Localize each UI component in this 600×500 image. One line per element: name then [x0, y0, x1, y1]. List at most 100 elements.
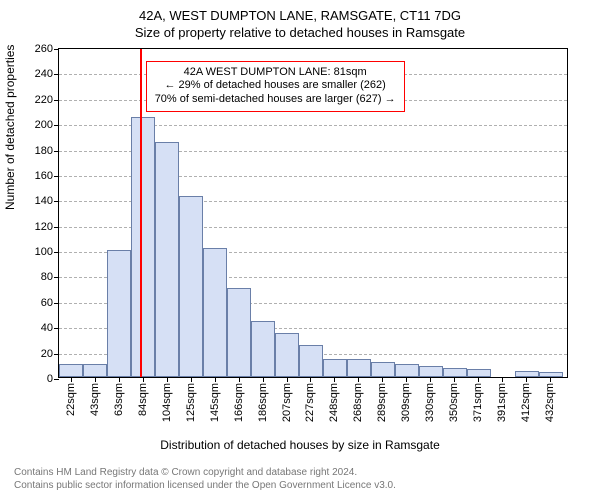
y-tick-mark: [54, 74, 59, 75]
x-tick-label: 227sqm: [304, 383, 316, 422]
y-tick-mark: [54, 303, 59, 304]
y-tick-label: 0: [47, 373, 53, 385]
y-tick-label: 160: [35, 170, 53, 182]
x-tick-label: 268sqm: [352, 383, 364, 422]
histogram-bar: [155, 142, 179, 377]
marker-line: [140, 49, 142, 377]
y-tick-label: 200: [35, 119, 53, 131]
x-tick-mark: [191, 377, 192, 382]
x-tick-mark: [215, 377, 216, 382]
plot-area: 02040608010012014016018020022024026022sq…: [58, 48, 568, 378]
y-tick-label: 220: [35, 94, 53, 106]
x-tick-label: 104sqm: [161, 383, 173, 422]
x-tick-label: 125sqm: [185, 383, 197, 422]
x-tick-mark: [382, 377, 383, 382]
histogram-bar: [203, 248, 227, 377]
x-tick-mark: [263, 377, 264, 382]
y-tick-mark: [54, 151, 59, 152]
x-tick-label: 391sqm: [496, 383, 508, 422]
y-tick-label: 20: [41, 348, 53, 360]
histogram-bar: [395, 364, 419, 377]
x-tick-mark: [334, 377, 335, 382]
x-tick-mark: [502, 377, 503, 382]
x-tick-mark: [71, 377, 72, 382]
x-tick-mark: [95, 377, 96, 382]
x-tick-label: 289sqm: [376, 383, 388, 422]
footer: Contains HM Land Registry data © Crown c…: [14, 466, 396, 492]
x-tick-label: 43sqm: [89, 383, 101, 416]
x-tick-label: 84sqm: [137, 383, 149, 416]
x-tick-mark: [358, 377, 359, 382]
y-tick-mark: [54, 100, 59, 101]
x-tick-label: 166sqm: [233, 383, 245, 422]
figure-container: 42A, WEST DUMPTON LANE, RAMSGATE, CT11 7…: [0, 0, 600, 500]
histogram-bar: [59, 364, 83, 377]
histogram-bar: [227, 288, 251, 377]
y-tick-label: 100: [35, 246, 53, 258]
x-tick-label: 412sqm: [520, 383, 532, 422]
x-tick-label: 145sqm: [209, 383, 221, 422]
x-tick-mark: [430, 377, 431, 382]
histogram-bar: [275, 333, 299, 377]
x-tick-label: 63sqm: [113, 383, 125, 416]
histogram-bar: [467, 369, 491, 377]
y-tick-label: 260: [35, 43, 53, 55]
x-tick-mark: [550, 377, 551, 382]
y-tick-mark: [54, 176, 59, 177]
footer-line2: Contains public sector information licen…: [14, 479, 396, 492]
x-tick-label: 371sqm: [472, 383, 484, 422]
x-tick-mark: [239, 377, 240, 382]
x-tick-mark: [478, 377, 479, 382]
x-tick-label: 22sqm: [65, 383, 77, 416]
y-tick-mark: [54, 277, 59, 278]
x-tick-label: 350sqm: [448, 383, 460, 422]
x-axis-label: Distribution of detached houses by size …: [0, 438, 600, 452]
annotation-box: 42A WEST DUMPTON LANE: 81sqm← 29% of det…: [146, 61, 405, 112]
histogram-bar: [371, 362, 395, 377]
histogram-bar: [299, 345, 323, 377]
x-tick-mark: [119, 377, 120, 382]
y-tick-mark: [54, 354, 59, 355]
histogram-bar: [179, 196, 203, 378]
x-tick-mark: [406, 377, 407, 382]
y-tick-mark: [54, 125, 59, 126]
y-tick-label: 180: [35, 145, 53, 157]
y-tick-label: 40: [41, 322, 53, 334]
x-tick-label: 432sqm: [544, 383, 556, 422]
histogram-bar: [443, 368, 467, 377]
x-tick-mark: [167, 377, 168, 382]
x-tick-mark: [143, 377, 144, 382]
x-tick-label: 186sqm: [257, 383, 269, 422]
y-tick-label: 140: [35, 195, 53, 207]
x-tick-mark: [310, 377, 311, 382]
x-tick-label: 309sqm: [400, 383, 412, 422]
y-tick-mark: [54, 227, 59, 228]
x-tick-label: 207sqm: [281, 383, 293, 422]
y-tick-mark: [54, 252, 59, 253]
title-line1: 42A, WEST DUMPTON LANE, RAMSGATE, CT11 7…: [0, 8, 600, 25]
histogram-bar: [131, 117, 155, 377]
y-tick-mark: [54, 49, 59, 50]
histogram-bar: [107, 250, 131, 377]
histogram-bar: [83, 364, 107, 377]
footer-line1: Contains HM Land Registry data © Crown c…: [14, 466, 396, 479]
histogram-bar: [323, 359, 347, 377]
x-tick-mark: [287, 377, 288, 382]
y-tick-label: 80: [41, 271, 53, 283]
x-tick-mark: [526, 377, 527, 382]
annotation-line1: 42A WEST DUMPTON LANE: 81sqm: [155, 66, 396, 80]
title-block: 42A, WEST DUMPTON LANE, RAMSGATE, CT11 7…: [0, 0, 600, 42]
y-tick-label: 60: [41, 297, 53, 309]
y-tick-mark: [54, 379, 59, 380]
histogram-bar: [419, 366, 443, 377]
y-tick-label: 240: [35, 68, 53, 80]
annotation-line2: ← 29% of detached houses are smaller (26…: [155, 79, 396, 93]
title-line2: Size of property relative to detached ho…: [0, 25, 600, 42]
y-tick-label: 120: [35, 221, 53, 233]
y-tick-mark: [54, 328, 59, 329]
y-axis-label: Number of detached properties: [3, 45, 17, 210]
annotation-line3: 70% of semi-detached houses are larger (…: [155, 93, 396, 107]
x-tick-mark: [454, 377, 455, 382]
y-tick-mark: [54, 201, 59, 202]
plot-wrap: 02040608010012014016018020022024026022sq…: [58, 48, 568, 378]
